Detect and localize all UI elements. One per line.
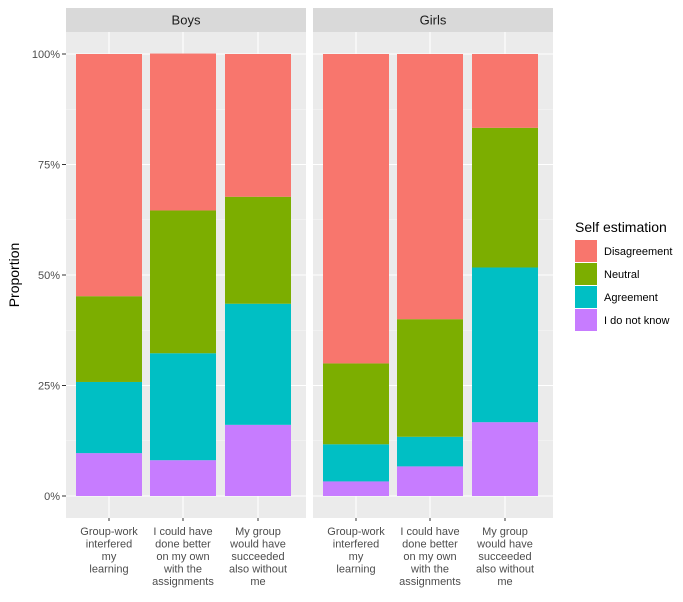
x-tick-label-line: interfered [86,539,132,551]
legend-title: Self estimation [575,219,667,235]
bar-segment-disagreement [150,53,216,211]
x-tick-label-line: interfered [333,539,379,551]
y-tick-label: 25% [38,381,60,393]
x-tick-label-line: would have [229,539,286,551]
x-tick-label: My group would have succeeded also without m… [476,526,534,588]
bar-segment-i-do-not-know [397,466,463,496]
legend-key-i-do-not-know [575,309,597,331]
x-tick-label-line: would have [476,539,533,551]
y-tick-label: 0% [44,491,60,503]
legend-label: Disagreement [604,246,672,258]
bar-segment-neutral [150,210,216,354]
x-tick-label-line: done better [402,539,458,551]
x-tick-label-line: me [497,576,512,588]
x-tick-label-line: I could have [400,526,459,538]
x-tick-label-line: on my own [156,551,209,563]
x-tick-label: Group-work interfered my learning [80,526,138,576]
x-tick-label-line: assignments [399,576,461,588]
x-tick-label-line: succeeded [478,551,531,563]
x-tick-label-line: done better [155,539,211,551]
facet-strip [313,8,553,32]
bar-segment-i-do-not-know [472,422,538,496]
x-tick-label-line: my [102,551,117,563]
bar-segment-disagreement [225,54,291,197]
legend-key-disagreement [575,240,597,262]
bar-segment-agreement [225,303,291,425]
panel-boys: Boys Group-work interfered my learning I coul… [66,8,306,588]
x-tick-label: Group-work interfered my learning [327,526,385,576]
legend-label: I do not know [604,315,669,327]
legend-key-agreement [575,286,597,308]
bar-segment-i-do-not-know [76,453,142,496]
bar-segment-disagreement [76,54,142,297]
x-tick-label: My group would have succeeded also without m… [229,526,287,588]
x-tick-label-line: also without [476,564,534,576]
x-tick-label-line: on my own [403,551,456,563]
x-tick-label-line: with the [163,564,202,576]
x-tick-label-line: Group-work [327,526,385,538]
bar-segment-disagreement [323,54,389,364]
x-tick-label-line: succeeded [231,551,284,563]
bar-segment-agreement [397,436,463,467]
facet-strip-label: Girls [420,13,447,28]
bar-segment-i-do-not-know [150,460,216,496]
x-tick-label-line: also without [229,564,287,576]
legend-key-neutral [575,263,597,285]
legend: Self estimation Disagreement Neutral Agree… [575,219,672,331]
x-tick-label-line: My group [482,526,528,538]
bar-segment-i-do-not-know [225,424,291,496]
facet-strip-label: Boys [172,13,201,28]
y-tick-label: 100% [32,49,60,61]
bar-segment-neutral [472,127,538,268]
y-tick-labels: 0% 25% 50% 75% 100% [32,49,66,503]
x-tick-label-line: me [250,576,265,588]
y-tick-label: 50% [38,270,60,282]
y-tick-label: 75% [38,160,60,172]
bar-segment-neutral [76,296,142,382]
bar-segment-agreement [76,381,142,454]
bar-segment-neutral [323,363,389,445]
bar-segment-agreement [472,267,538,423]
x-tick-label: I could have done better on my own with the… [399,526,461,588]
bar-segment-agreement [150,353,216,461]
x-tick-label: I could have done better on my own with the… [152,526,214,588]
legend-label: Agreement [604,292,658,304]
x-tick-label-line: my [349,551,364,563]
legend-items: Disagreement Neutral Agreement I do not kno… [575,240,672,331]
x-tick-label-line: with the [410,564,449,576]
bar-segment-i-do-not-know [323,481,389,496]
y-axis-title: Proportion [6,243,22,308]
legend-label: Neutral [604,269,639,281]
x-tick-label-line: learning [336,564,375,576]
bar-segment-neutral [397,319,463,437]
bar-segment-neutral [225,196,291,304]
facet-strip [66,8,306,32]
bar-segment-disagreement [472,54,538,128]
x-tick-label-line: learning [89,564,128,576]
x-tick-label-line: I could have [153,526,212,538]
bar-segment-agreement [323,444,389,482]
x-tick-label-line: Group-work [80,526,138,538]
bar-segment-disagreement [397,54,463,320]
x-tick-label-line: assignments [152,576,214,588]
x-tick-label-line: My group [235,526,281,538]
panel-girls: Girls Group-work interfered my learning I cou… [313,8,553,588]
